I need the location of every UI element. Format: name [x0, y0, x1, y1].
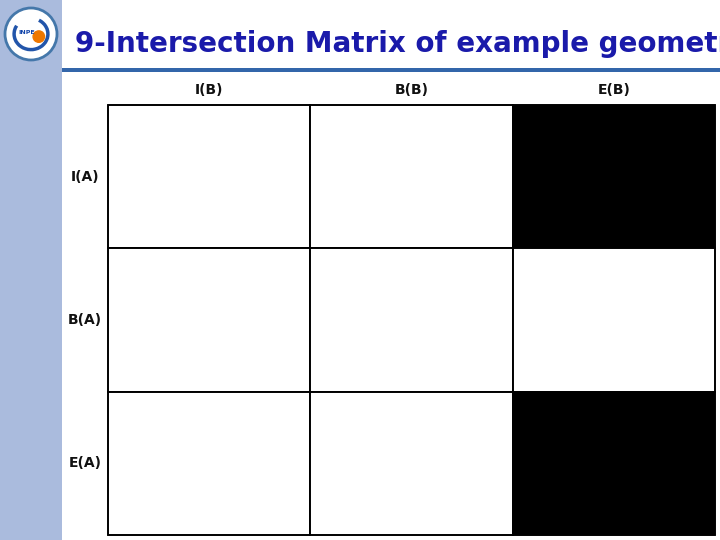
Circle shape — [5, 8, 57, 60]
Circle shape — [33, 31, 45, 42]
Polygon shape — [588, 408, 687, 518]
Polygon shape — [544, 119, 643, 234]
Polygon shape — [588, 137, 643, 217]
Bar — [513, 105, 715, 248]
Bar — [310, 248, 513, 392]
Polygon shape — [385, 137, 441, 217]
Bar — [0, 0, 62, 540]
Bar — [310, 248, 513, 392]
Bar — [108, 105, 310, 248]
Text: I(B): I(B) — [195, 83, 223, 97]
Polygon shape — [341, 406, 441, 521]
Bar — [108, 248, 310, 392]
Polygon shape — [588, 265, 687, 375]
Bar — [62, 68, 720, 72]
Polygon shape — [588, 265, 687, 375]
Bar — [513, 392, 715, 535]
Polygon shape — [183, 265, 282, 375]
Bar — [310, 392, 513, 535]
Bar — [310, 392, 513, 535]
Text: INPE: INPE — [19, 30, 35, 35]
Polygon shape — [385, 423, 441, 503]
Polygon shape — [544, 406, 643, 521]
Polygon shape — [139, 406, 238, 521]
Polygon shape — [139, 119, 238, 234]
Bar — [108, 392, 310, 535]
Text: B(A): B(A) — [68, 313, 102, 327]
Polygon shape — [385, 265, 485, 375]
Polygon shape — [588, 280, 643, 360]
Polygon shape — [341, 119, 441, 234]
Bar — [513, 392, 715, 535]
Text: E(B): E(B) — [598, 83, 630, 97]
Polygon shape — [139, 262, 238, 377]
Polygon shape — [385, 280, 441, 360]
Polygon shape — [183, 137, 238, 217]
Bar — [513, 248, 715, 392]
Polygon shape — [139, 406, 238, 521]
Text: B(B): B(B) — [395, 83, 428, 97]
Text: 9-Intersection Matrix of example geometries: 9-Intersection Matrix of example geometr… — [75, 30, 720, 58]
Polygon shape — [588, 122, 687, 232]
Bar — [513, 105, 715, 248]
Bar — [108, 105, 310, 248]
Polygon shape — [183, 280, 238, 360]
Bar — [310, 105, 513, 248]
Bar — [108, 248, 310, 392]
Polygon shape — [183, 408, 282, 518]
Text: I(A): I(A) — [71, 170, 99, 184]
Bar — [310, 105, 513, 248]
Text: E(A): E(A) — [68, 456, 102, 470]
Polygon shape — [385, 408, 485, 518]
Polygon shape — [385, 122, 485, 232]
Bar — [513, 248, 715, 392]
Polygon shape — [183, 423, 238, 503]
Polygon shape — [183, 122, 282, 232]
Polygon shape — [341, 262, 441, 377]
Bar — [108, 392, 310, 535]
Polygon shape — [544, 262, 643, 377]
Polygon shape — [544, 262, 643, 377]
